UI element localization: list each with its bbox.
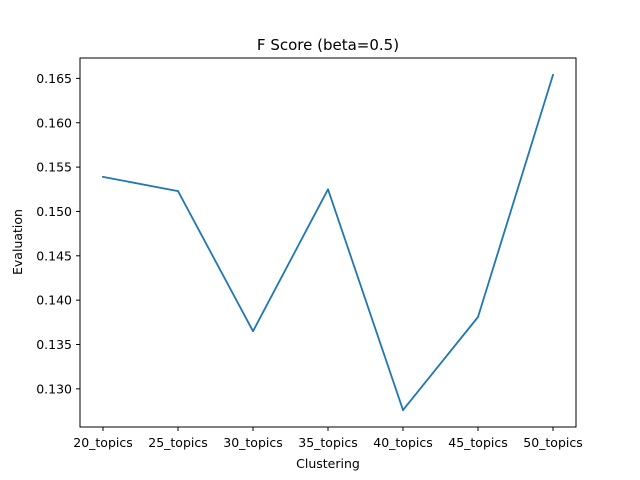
- data-point: [102, 175, 104, 178]
- x-axis-title: Clustering: [296, 456, 360, 471]
- x-tick-label: 25_topics: [148, 435, 208, 450]
- data-point: [177, 190, 179, 192]
- y-tick-label: 0.140: [36, 293, 72, 308]
- data-point: [327, 188, 329, 191]
- y-axis-title: Evaluation: [10, 209, 25, 275]
- y-tick-label: 0.130: [36, 381, 72, 396]
- series-line: [102, 74, 554, 412]
- y-tick-label: 0.150: [36, 204, 72, 219]
- data-point: [477, 316, 479, 318]
- y-tick-label: 0.135: [36, 337, 72, 352]
- x-tick-label: 35_topics: [298, 435, 358, 450]
- data-point: [552, 73, 554, 76]
- x-tick-label: 50_topics: [523, 435, 583, 450]
- x-tick-label: 30_topics: [223, 435, 283, 450]
- chart-title: F Score (beta=0.5): [257, 36, 399, 54]
- series-layer: [102, 73, 554, 412]
- x-tick-label: 40_topics: [373, 435, 433, 450]
- y-tick-label: 0.155: [36, 160, 72, 175]
- y-tick-label: 0.160: [36, 115, 72, 130]
- x-tick-label: 20_topics: [73, 435, 133, 450]
- y-tick-label: 0.165: [36, 71, 72, 86]
- data-point: [252, 330, 254, 333]
- data-point: [402, 409, 404, 412]
- x-tick-label: 45_topics: [448, 435, 508, 450]
- y-axis: 0.130 0.135 0.140 0.145 0.150 0.155 0.160 0.165: [36, 71, 80, 396]
- y-tick-label: 0.145: [36, 248, 72, 263]
- plot-area: 20_topics 25_topics 30_topics 35_topics 40_t…: [36, 57, 583, 450]
- x-axis: 20_topics 25_topics 30_topics 35_topics 40_t…: [73, 427, 583, 450]
